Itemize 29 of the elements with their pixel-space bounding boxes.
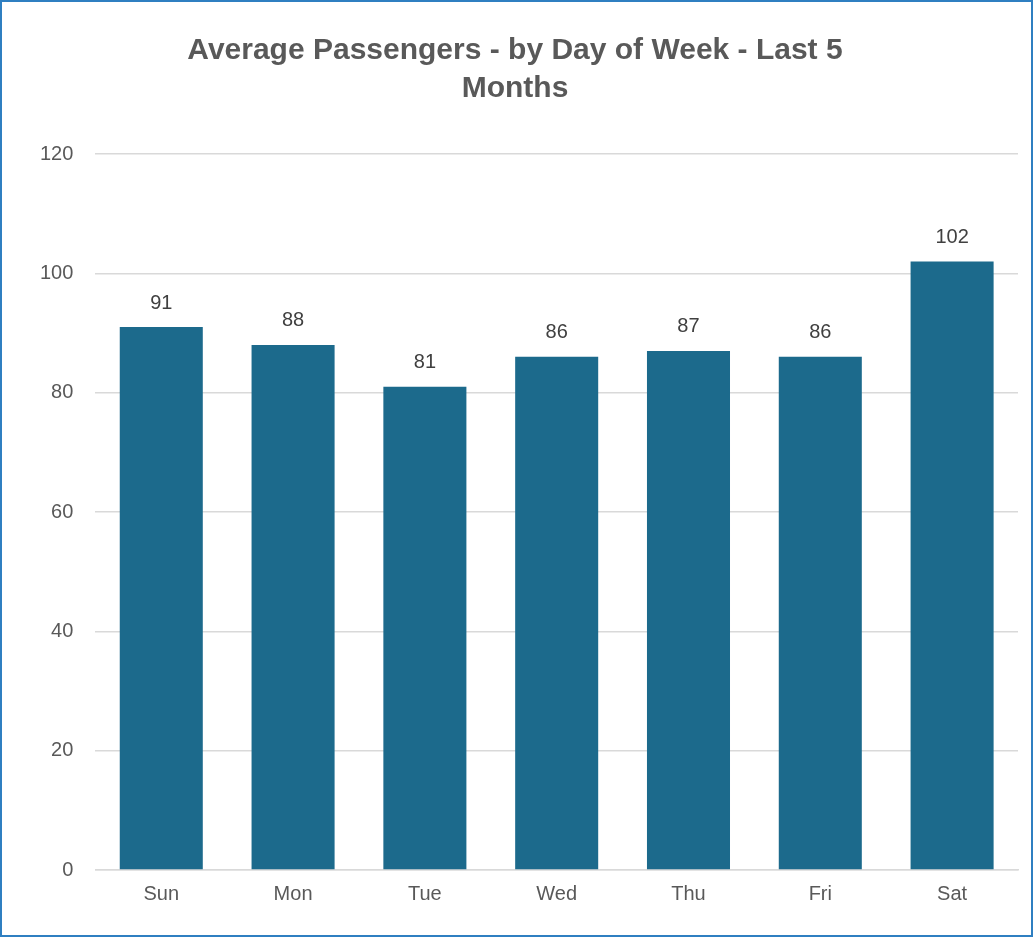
chart-title: Average Passengers - by Day of Week - Last 5 Months [186,31,844,105]
x-tick-label: Fri [808,881,832,904]
y-tick-label: 120 [39,141,74,164]
data-label: 88 [281,308,305,331]
bar [119,327,203,870]
x-tick-label: Wed [536,881,578,904]
bar [515,356,599,870]
x-tick-label: Thu [671,881,706,904]
bar [383,386,467,870]
x-tick-label: Tue [408,881,442,904]
bar [778,356,862,870]
data-label: 91 [150,290,173,313]
x-tick-label: Mon [273,881,313,904]
data-label: 81 [413,350,437,373]
data-label: 86 [545,320,568,343]
x-tick-label: Sat [937,881,968,904]
y-tick-label: 100 [39,260,74,283]
bar [910,261,994,870]
y-tick-label: 20 [51,738,74,761]
y-tick-label: 0 [62,857,74,880]
y-tick-label: 40 [51,618,74,641]
data-label: 86 [809,320,832,343]
data-label: 102 [935,224,969,247]
data-label: 87 [677,314,700,337]
y-tick-label: 60 [51,499,74,522]
y-tick-label: 80 [51,380,74,403]
bar [251,344,335,870]
bar [646,350,731,870]
x-tick-label: Sun [143,881,180,904]
